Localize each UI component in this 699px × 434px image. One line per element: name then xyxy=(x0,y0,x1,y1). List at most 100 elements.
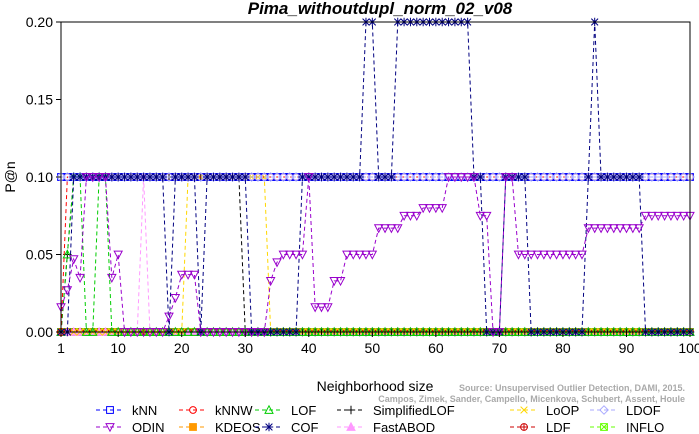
point-ldof xyxy=(291,172,301,182)
point-cof xyxy=(183,172,193,182)
point-ldof xyxy=(246,172,257,182)
point-odin xyxy=(443,173,454,183)
legend-label: KDEOS xyxy=(215,420,261,434)
point-odin xyxy=(303,173,314,183)
point-cof xyxy=(596,172,606,182)
point-ldof xyxy=(577,172,587,182)
point-ldof xyxy=(653,172,664,182)
legend: kNN kNNW LOF SimplifiedLOF LoOP LDOF ODIN KDEOS… xyxy=(96,403,664,434)
point-odin xyxy=(113,250,124,260)
point-ldof xyxy=(253,172,263,182)
point-odin xyxy=(418,204,428,214)
point-odin xyxy=(183,270,193,280)
point-odin xyxy=(507,173,517,183)
legend-item-inflo: INFLO xyxy=(590,420,664,434)
point-cof xyxy=(622,172,631,182)
legend-item-fastabod: FastABOD xyxy=(337,420,435,434)
point-odin xyxy=(627,224,638,234)
point-cof xyxy=(609,172,618,182)
x-tick-label: 30 xyxy=(237,340,253,356)
x-tick-label: 90 xyxy=(619,340,635,356)
point-cof xyxy=(634,172,644,182)
point-cof xyxy=(476,172,485,182)
point-odin xyxy=(583,224,594,234)
point-cof xyxy=(628,172,638,182)
legend-label: LDF xyxy=(546,420,571,434)
point-odin xyxy=(653,211,664,222)
point-odin xyxy=(640,211,651,222)
x-axis-label: Neighborhood size xyxy=(317,378,434,394)
point-cof xyxy=(584,172,593,182)
point-odin xyxy=(386,224,397,234)
point-odin xyxy=(278,250,289,260)
point-ldof xyxy=(392,172,403,182)
point-ldof xyxy=(430,172,441,182)
point-ldof xyxy=(564,172,575,182)
point-lof xyxy=(62,249,73,259)
point-odin xyxy=(450,173,460,183)
point-cof xyxy=(603,172,612,182)
legend-marker xyxy=(599,405,609,415)
point-ldof xyxy=(672,172,683,182)
point-odin xyxy=(539,250,549,260)
point-odin xyxy=(373,224,384,234)
point-odin xyxy=(68,255,79,265)
legend-marker xyxy=(520,423,528,431)
point-odin xyxy=(564,250,575,260)
point-cof xyxy=(310,172,320,182)
point-ldof xyxy=(545,172,556,182)
point-odin xyxy=(615,224,625,234)
point-odin xyxy=(272,258,282,268)
point-odin xyxy=(335,276,346,287)
point-cof xyxy=(221,172,231,182)
point-odin xyxy=(647,211,657,222)
point-cof xyxy=(133,172,142,182)
point-odin xyxy=(392,224,403,234)
point-odin xyxy=(431,204,441,214)
point-ldof xyxy=(284,172,295,182)
point-cof xyxy=(615,172,625,182)
point-odin xyxy=(367,250,378,260)
point-ldof xyxy=(526,172,537,182)
point-cof xyxy=(69,172,78,182)
point-cof xyxy=(145,172,155,182)
point-cof xyxy=(190,172,199,182)
legend-marker xyxy=(346,421,356,431)
legend-marker xyxy=(600,423,608,431)
point-cof xyxy=(387,172,396,182)
watermark-line-1: Source: Unsupervised Outlier Detection, … xyxy=(459,383,685,393)
legend-marker xyxy=(189,406,197,414)
point-cof xyxy=(234,172,244,182)
y-tick-label: 0.15 xyxy=(26,92,53,108)
point-odin xyxy=(577,250,587,260)
point-odin xyxy=(399,211,409,222)
point-odin xyxy=(94,173,104,183)
point-cof xyxy=(317,172,326,182)
point-odin xyxy=(608,224,619,234)
x-tick-label: 80 xyxy=(555,340,571,356)
point-cof xyxy=(202,172,212,182)
legend-item-kdeos: KDEOS xyxy=(179,420,261,434)
x-tick-label: 1 xyxy=(57,340,65,356)
legend-item-simplifiedlof: SimplifiedLOF xyxy=(337,403,455,418)
point-odin xyxy=(558,250,568,260)
point-odin xyxy=(81,173,92,183)
point-odin xyxy=(316,303,327,313)
point-ldof xyxy=(666,172,676,182)
point-odin xyxy=(284,250,295,260)
point-ldof xyxy=(265,172,276,182)
point-odin xyxy=(189,270,200,280)
point-odin xyxy=(310,303,320,313)
legend-item-knn: kNN xyxy=(96,403,157,418)
point-odin xyxy=(75,273,85,284)
point-odin xyxy=(170,294,181,304)
legend-label: kNN xyxy=(132,403,157,418)
point-odin xyxy=(176,270,187,280)
y-tick-label: 0.00 xyxy=(26,324,53,340)
point-ldof xyxy=(532,172,543,182)
legend-item-ldof: LDOF xyxy=(590,403,661,418)
point-odin xyxy=(323,303,333,313)
point-ldof xyxy=(278,172,289,182)
point-odin xyxy=(500,173,511,183)
